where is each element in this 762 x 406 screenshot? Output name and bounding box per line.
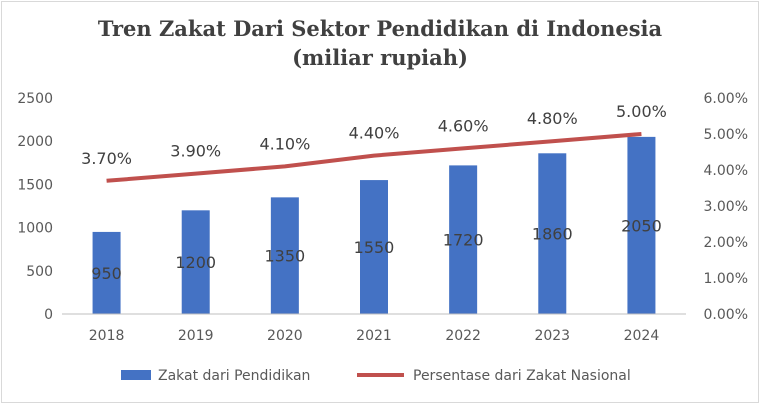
- chart-title-line-2: (miliar rupiah): [292, 45, 468, 70]
- left-axis-tick-label: 2500: [17, 91, 53, 107]
- x-axis-tick-label: 2021: [356, 328, 392, 344]
- left-axis: 0 500 1000 1500 2000 2500: [17, 91, 53, 323]
- line-data-label: 4.10%: [259, 134, 310, 153]
- line-data-label: 4.60%: [438, 116, 489, 135]
- x-axis-tick-label: 2018: [89, 328, 125, 344]
- left-axis-tick-label: 500: [26, 264, 53, 280]
- right-axis-tick-label: 2.00%: [704, 235, 748, 251]
- line-data-label: 3.70%: [81, 149, 132, 168]
- bar: [627, 136, 656, 314]
- left-axis-tick-label: 2000: [17, 134, 53, 150]
- bar-data-label: 1550: [354, 238, 395, 257]
- chart-title: Tren Zakat Dari Sektor Pendidikan di Ind…: [0, 14, 760, 72]
- left-axis-tick-label: 1500: [17, 177, 53, 193]
- x-axis-tick-label: 2019: [178, 328, 214, 344]
- bar-data-label: 1200: [175, 253, 216, 272]
- legend-swatch-bar: [121, 370, 151, 380]
- right-axis: 0.00% 1.00% 2.00% 3.00% 4.00% 5.00% 6.00%: [704, 91, 748, 323]
- line-data-label: 3.90%: [170, 142, 221, 161]
- right-axis-tick-label: 5.00%: [704, 127, 748, 143]
- line-data-labels: 3.70% 3.90% 4.10% 4.40% 4.60% 4.80% 5.00%: [81, 102, 667, 168]
- line-data-label: 4.40%: [349, 124, 400, 143]
- x-axis-tick-label: 2024: [624, 328, 660, 344]
- right-axis-tick-label: 0.00%: [704, 307, 748, 323]
- line-series: [106, 132, 642, 183]
- line-data-label: 5.00%: [616, 102, 667, 121]
- bar-series: [92, 136, 656, 314]
- bar-data-label: 950: [91, 264, 122, 283]
- x-axis-tick-label: 2020: [267, 328, 303, 344]
- bar-data-label: 1720: [443, 231, 484, 250]
- bar-data-label: 2050: [621, 216, 662, 235]
- bar-data-labels: 950 1200 1350 1550 1720 1860 2050: [91, 216, 661, 283]
- x-axis-ticks: 2018 2019 2020 2021 2022 2023 2024: [89, 328, 660, 344]
- bar: [360, 180, 388, 314]
- bar: [181, 210, 210, 314]
- right-axis-tick-label: 1.00%: [704, 271, 748, 287]
- bar-data-label: 1860: [532, 225, 573, 244]
- legend: Zakat dari Pendidikan Persentase dari Za…: [121, 368, 631, 384]
- legend-label-line: Persentase dari Zakat Nasional: [413, 368, 631, 384]
- right-axis-tick-label: 4.00%: [704, 163, 748, 179]
- line-data-label: 4.80%: [527, 109, 578, 128]
- series-line: [106, 132, 642, 183]
- bar: [270, 197, 299, 314]
- bar: [449, 165, 478, 314]
- bar-data-label: 1350: [264, 247, 305, 266]
- x-axis-tick-label: 2023: [534, 328, 570, 344]
- legend-label-bar: Zakat dari Pendidikan: [158, 368, 310, 384]
- right-axis-tick-label: 6.00%: [704, 91, 748, 107]
- left-axis-tick-label: 0: [44, 307, 53, 323]
- left-axis-tick-label: 1000: [17, 221, 53, 237]
- bar: [538, 153, 567, 314]
- right-axis-tick-label: 3.00%: [704, 199, 748, 215]
- chart-title-line-1: Tren Zakat Dari Sektor Pendidikan di Ind…: [97, 16, 663, 41]
- x-axis-tick-label: 2022: [445, 328, 481, 344]
- bar: [92, 231, 121, 314]
